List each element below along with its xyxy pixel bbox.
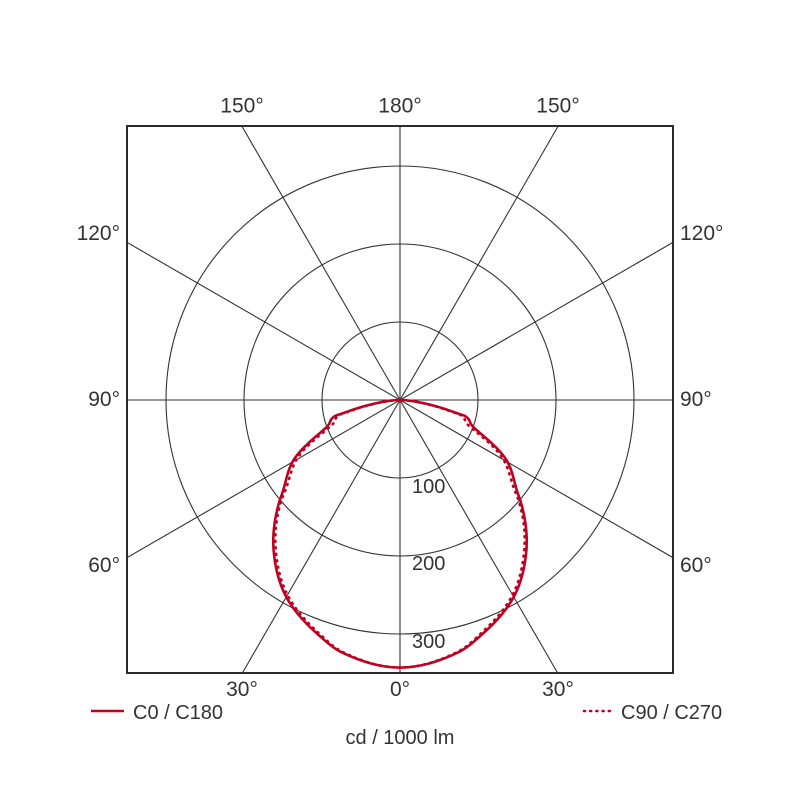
svg-text:30°: 30°: [226, 678, 258, 701]
svg-text:150°: 150°: [220, 95, 263, 118]
svg-text:0°: 0°: [390, 678, 410, 701]
svg-text:90°: 90°: [680, 388, 712, 411]
svg-text:90°: 90°: [88, 388, 120, 411]
svg-text:60°: 60°: [88, 554, 120, 577]
svg-text:300: 300: [412, 631, 445, 653]
svg-text:150°: 150°: [536, 95, 579, 118]
svg-text:60°: 60°: [680, 554, 712, 577]
svg-text:C0 / C180: C0 / C180: [133, 702, 223, 724]
svg-text:120°: 120°: [77, 222, 120, 245]
svg-text:180°: 180°: [378, 95, 421, 118]
svg-text:120°: 120°: [680, 222, 723, 245]
svg-text:200: 200: [412, 553, 445, 575]
svg-text:C90 / C270: C90 / C270: [621, 702, 722, 724]
svg-text:cd / 1000 lm: cd / 1000 lm: [346, 727, 455, 749]
svg-text:100: 100: [412, 476, 445, 498]
svg-text:30°: 30°: [542, 678, 574, 701]
